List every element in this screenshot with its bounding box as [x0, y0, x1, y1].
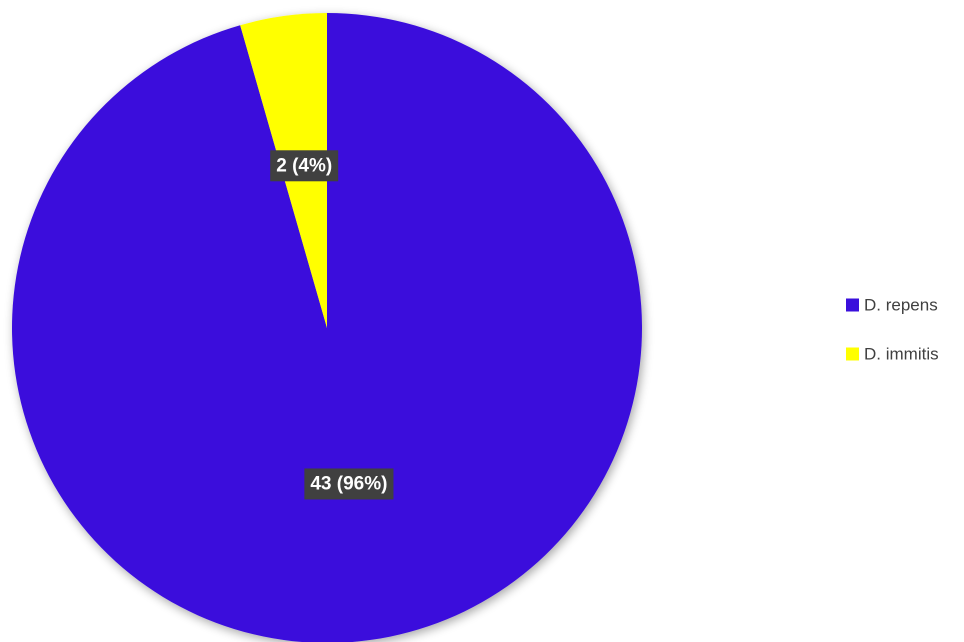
data-labels: 43 (96%) 2 (4%) — [270, 150, 394, 500]
legend-label: D. immitis — [864, 345, 939, 364]
pie-slices — [12, 13, 642, 642]
data-label-text: 43 (96%) — [310, 473, 387, 494]
data-label-text: 2 (4%) — [276, 155, 332, 176]
legend-label: D. repens — [864, 296, 938, 315]
data-label-background — [304, 468, 394, 500]
data-label-background — [270, 150, 339, 182]
data-label-d-repens: 43 (96%) — [304, 468, 394, 500]
data-label-d-immitis: 2 (4%) — [270, 150, 339, 182]
legend-swatch — [846, 298, 859, 312]
pie-slice-d-repens — [12, 13, 642, 642]
legend-swatch — [846, 347, 859, 361]
legend-item-d-repens: D. repens — [846, 296, 938, 315]
legend-item-d-immitis: D. immitis — [846, 345, 939, 364]
legend: D. repens D. immitis — [846, 296, 939, 364]
